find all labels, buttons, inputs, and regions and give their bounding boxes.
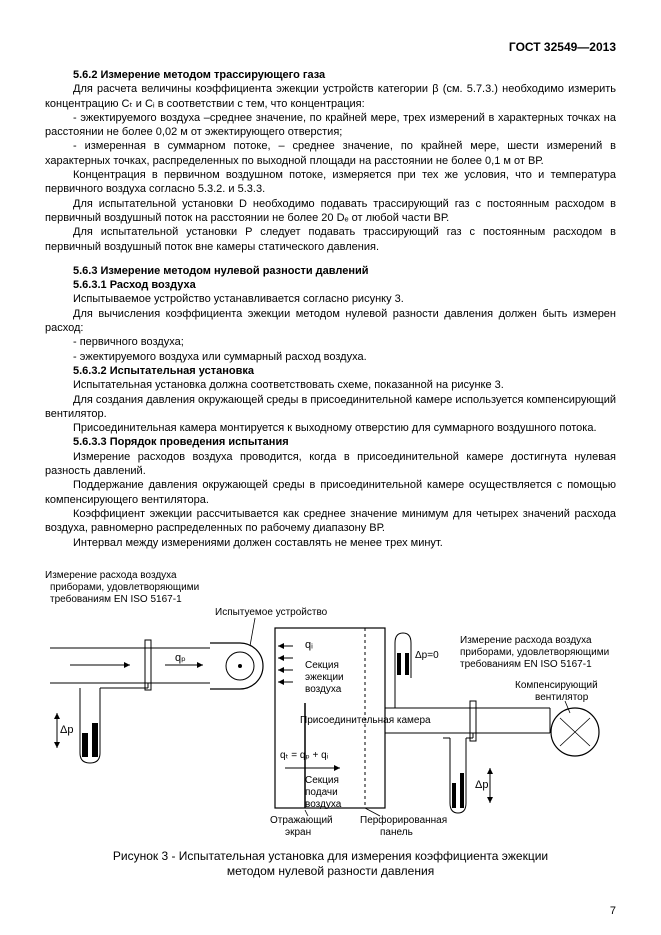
label-flowmeas-l2: приборами, удовлетворяющими [50,581,199,593]
list-item: - измеренная в суммарном потоке, – средн… [45,139,616,168]
label-eject-l1: Секция [305,660,339,671]
label-supply-l2: подачи [305,787,338,798]
sym-dp-right: Δp [475,779,488,791]
label-eject-l3: воздуха [305,684,342,695]
paragraph: Для расчета величины коэффициента эжекци… [45,82,616,111]
paragraph: Интервал между измерениями должен состав… [45,536,616,550]
fig-caption-l2: методом нулевой разности давления [227,864,434,878]
sym-qp: qₚ [175,652,186,664]
fig-caption-l1: Рисунок 3 - Испытательная установка для … [113,849,548,863]
list-item: - первичного воздуха; [45,335,616,349]
label-device: Испытуемое устройство [215,607,328,618]
page-number: 7 [610,905,616,917]
label-fan-l2: вентилятор [535,692,589,703]
paragraph: Испытательная установка должна соответст… [45,378,616,392]
sym-dp0: Δp=0 [415,650,439,661]
paragraph: Испытываемое устройство устанавливается … [45,292,616,306]
paragraph: Для создания давления окружающей среды в… [45,393,616,422]
sym-qi: qᵢ [305,639,313,651]
heading-5631: 5.6.3.1 Расход воздуха [45,278,616,292]
sym-qt: qₜ = qₚ + qᵢ [280,750,329,761]
paragraph: Для испытательной установки P следует по… [45,225,616,254]
label-perf-l1: Перфорированная [360,814,447,826]
heading-563: 5.6.3 Измерение методом нулевой разности… [45,264,616,278]
label-flowmeas-l3: требованиям EN ISO 5167-1 [50,593,182,605]
label-fan-l1: Компенсирующий [515,680,598,691]
label-flowmeas-l1: Измерение расхода воздуха [45,570,177,581]
paragraph: Коэффициент эжекции рассчитывается как с… [45,507,616,536]
heading-5632: 5.6.3.2 Испытательная установка [45,364,616,378]
paragraph: Измерение расходов воздуха проводится, к… [45,450,616,479]
figure-caption: Рисунок 3 - Испытательная установка для … [45,849,616,880]
label-supply-l1: Секция [305,775,339,786]
label-flowmeas2-l2: приборами, удовлетворяющими [460,646,609,658]
list-item: - эжектируемого воздуха или суммарный ра… [45,350,616,364]
heading-562: 5.6.2 Измерение методом трассирующего га… [45,68,616,82]
paragraph: Для вычисления коэффициента эжекции мето… [45,307,616,336]
sym-dp-left: Δp [60,724,73,736]
label-flowmeas2-l1: Измерение расхода воздуха [460,635,592,646]
label-perf-l2: панель [380,827,413,838]
figure-3: qₚ Измерение расхода воздуха приборами, … [45,558,616,880]
label-supply-l3: воздуха [305,799,342,810]
heading-5633: 5.6.3.3 Порядок проведения испытания [45,435,616,449]
label-baffle-l2: экран [285,827,311,838]
label-eject-l2: эжекции [305,672,344,683]
doc-code: ГОСТ 32549—2013 [45,40,616,54]
paragraph: Присоединительная камера монтируется к в… [45,421,616,435]
paragraph: Концентрация в первичном воздушном поток… [45,168,616,197]
label-flowmeas2-l3: требованиям EN ISO 5167-1 [460,658,592,670]
label-chamber: Присоединительная камера [300,715,431,726]
figure-svg: qₚ Измерение расхода воздуха приборами, … [45,558,616,838]
list-item: - эжектируемого воздуха –среднее значени… [45,111,616,140]
label-baffle-l1: Отражающий [270,815,333,826]
paragraph: Для испытательной установки D необходимо… [45,197,616,226]
paragraph: Поддержание давления окружающей среды в … [45,478,616,507]
document-page: ГОСТ 32549—2013 5.6.2 Измерение методом … [0,0,661,935]
